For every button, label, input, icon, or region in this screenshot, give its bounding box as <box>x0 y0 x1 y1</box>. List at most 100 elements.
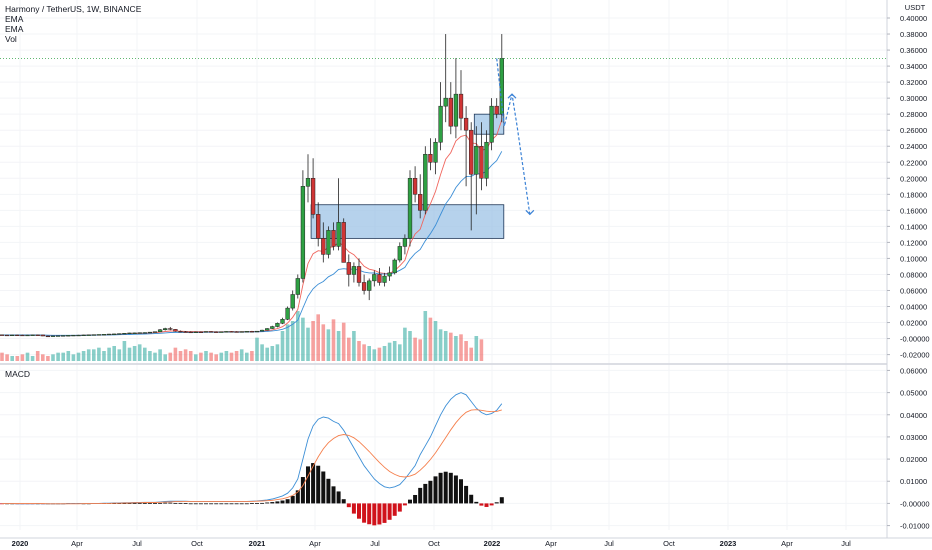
candle-body <box>489 105 494 143</box>
volume-bar <box>35 351 40 361</box>
candle-body <box>20 334 25 337</box>
macd-histogram-bar <box>249 503 254 504</box>
macd-histogram-bar <box>413 494 418 504</box>
candle-body <box>112 333 117 335</box>
macd-tick-label: 0.04000 <box>900 411 927 420</box>
candle-body <box>351 266 357 275</box>
candle-body <box>295 278 300 295</box>
volume-bar <box>194 354 198 361</box>
legend-volume[interactable]: Vol <box>5 34 17 44</box>
volume-bar <box>153 352 157 361</box>
candle-body <box>402 238 408 247</box>
macd-histogram-bar <box>433 476 438 504</box>
candle-body <box>173 329 178 332</box>
macd-histogram-bar <box>382 503 387 523</box>
macd-histogram-bar <box>484 503 489 507</box>
macd-tick-label: -0.00000 <box>900 499 930 508</box>
arrow-head-up <box>507 93 517 99</box>
macd-histogram-bar <box>183 503 188 504</box>
macd-histogram-bar <box>173 502 178 504</box>
volume-bar <box>0 352 4 361</box>
macd-pane-label[interactable]: MACD <box>5 369 31 379</box>
volume-bar <box>229 352 234 361</box>
candle-body <box>137 332 142 334</box>
volume-bar <box>66 351 71 361</box>
projection-arrows[interactable] <box>496 58 535 216</box>
candle-body <box>336 222 341 247</box>
grid-lines <box>0 0 887 530</box>
macd-histogram-bar <box>341 499 346 504</box>
macd-histogram-bar <box>387 503 392 520</box>
volume-bar <box>449 332 453 361</box>
volume-bar <box>316 314 320 361</box>
price-tick-label: -0.00000 <box>900 335 930 344</box>
candle-body <box>10 334 15 337</box>
macd-histogram-bar <box>260 502 265 504</box>
candle-body <box>208 331 214 333</box>
candle-body <box>305 178 311 187</box>
price-tick-label: 0.34000 <box>900 62 927 71</box>
candle-body <box>157 329 163 332</box>
time-tick-label: 2022 <box>484 539 501 548</box>
candle-body <box>458 93 464 119</box>
price-unit-label: USDT <box>905 3 926 12</box>
candle-body <box>214 331 219 333</box>
symbol-title[interactable]: Harmony / TetherUS, 1W, BINANCE <box>5 4 142 14</box>
candle-body <box>423 153 428 211</box>
price-tick-label: 0.28000 <box>900 110 927 119</box>
candle-body <box>178 331 183 333</box>
macd-histogram-bar <box>479 503 484 506</box>
candle-body <box>377 274 382 283</box>
candle-body <box>361 282 367 291</box>
candle-body <box>412 178 418 195</box>
volume-bar <box>403 327 407 361</box>
volume-bar <box>479 339 484 361</box>
candle-body <box>193 331 198 333</box>
price-tick-label: 0.30000 <box>900 94 927 103</box>
macd-histogram-bar <box>219 503 224 505</box>
volume-bar <box>183 349 188 361</box>
macd-histogram-bar <box>438 472 443 504</box>
candle-body <box>188 331 193 334</box>
annotation-zones[interactable] <box>310 113 505 239</box>
macd-tick-label: 0.05000 <box>900 389 927 398</box>
macd-histogram-bar <box>168 502 173 504</box>
time-axis[interactable]: 2020 Apr Jul Oct 2021 Apr Jul Oct 2022 Apr Jul Oct 2… <box>0 537 932 548</box>
volume-bar <box>265 347 269 361</box>
candle-body <box>224 331 229 333</box>
price-tick-label: 0.16000 <box>900 206 927 215</box>
macd-histogram-bar <box>295 490 300 504</box>
candle-body <box>494 105 499 115</box>
volume-bar <box>209 352 213 361</box>
macd-histogram-bar <box>311 463 316 504</box>
candle-body <box>265 328 270 331</box>
candle-body <box>331 230 336 247</box>
volume-bar <box>362 344 366 361</box>
legend-ema-fast[interactable]: EMA <box>5 14 24 24</box>
volume-bar <box>25 352 30 361</box>
volume-bar <box>219 352 224 361</box>
time-tick-label: Oct <box>428 539 441 548</box>
candle-body <box>280 319 285 324</box>
volume-bar <box>30 356 35 361</box>
candle-body <box>474 145 479 175</box>
demand-zone-box <box>473 113 505 135</box>
candle-body <box>254 330 260 333</box>
candle-body <box>453 93 459 127</box>
volume-bar <box>474 336 479 361</box>
price-tick-label: 0.12000 <box>900 238 927 247</box>
time-tick-label: Oct <box>191 539 204 548</box>
candle-body <box>469 129 474 175</box>
macd-histogram-bar <box>499 497 504 504</box>
macd-tick-label: 0.01000 <box>900 477 927 486</box>
macd-axis[interactable]: 0.06000 0.05000 0.04000 0.03000 0.02000 0.010… <box>887 366 930 531</box>
price-axis[interactable]: USDT 0.40000 0.38000 0.36000 0.34000 0.32000 0… <box>886 0 932 550</box>
volume-bar <box>372 349 377 361</box>
macd-histogram-bar <box>351 503 356 514</box>
legend-ema-slow[interactable]: EMA <box>5 24 24 34</box>
candle-body <box>15 334 20 337</box>
macd-signal-line <box>2 409 502 505</box>
price-tick-label: 0.36000 <box>900 46 927 55</box>
candle-body <box>346 262 351 275</box>
